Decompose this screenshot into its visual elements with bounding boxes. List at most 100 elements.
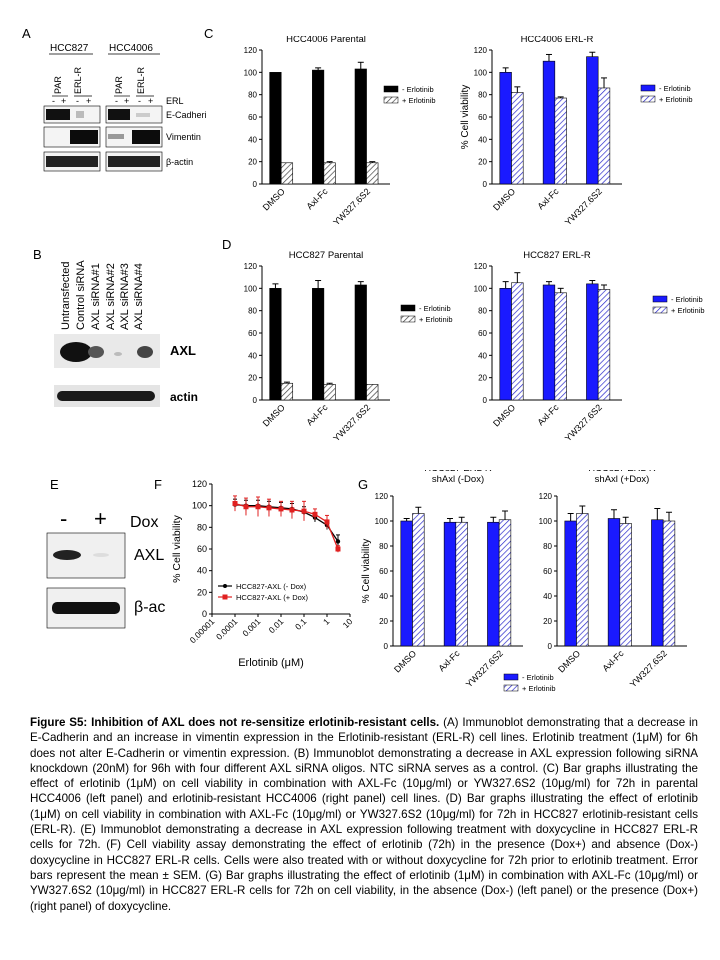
legend-marker [223, 584, 227, 588]
bar-yw327-6s2-erlotinib [366, 384, 379, 401]
legend-swatch-minus [640, 84, 656, 92]
lane-label: Untransfected [60, 262, 72, 330]
y-tick-label: 0 [202, 609, 207, 619]
panel-label-c: C [204, 26, 214, 41]
x-tick-label: 1 [321, 616, 332, 627]
cell-line-label-hcc4006: HCC4006 [109, 43, 153, 54]
data-point [243, 504, 249, 510]
bar-dmso-erlotinib [499, 72, 512, 185]
bar-axl-fc-erlotinib [619, 523, 632, 647]
legend-label: HCC827-AXL (+ Dox) [236, 593, 309, 602]
legend-label: + Erlotinib [419, 315, 453, 324]
dox-plus-sign: + [94, 506, 107, 531]
x-tick-label: YW327.6S2 [331, 402, 372, 443]
legend-bw: - Erlotinib + Erlotinib [400, 304, 453, 324]
bar-axl-fc-erlotinib [443, 521, 457, 647]
panel-label-d: D [222, 237, 232, 252]
y-tick-label: 20 [197, 587, 207, 597]
legend-marker [222, 594, 228, 600]
treatment-sign: - [115, 96, 118, 106]
bar-axl-fc-erlotinib [607, 518, 621, 647]
legend-label: - Erlotinib [671, 295, 703, 304]
panel-e-blot: - + Dox AXL β-ac [46, 506, 165, 629]
legend-swatch-minus [383, 85, 399, 93]
bar-axl-fc-erlotinib [455, 521, 468, 647]
y-tick-label: 100 [474, 68, 488, 77]
y-tick-label: 80 [248, 91, 257, 100]
treatment-sign: - [76, 96, 79, 106]
bar-dmso-erlotinib [576, 513, 589, 647]
x-tick-label: Axl-Fc [436, 648, 461, 673]
y-tick-label: 60 [197, 544, 207, 554]
line-hcc827-axl-dox [234, 502, 339, 550]
y-tick-label: 0 [253, 180, 258, 189]
bar-axl-fc-erlotinib [554, 97, 567, 185]
band-label-axl: AXL [134, 547, 164, 564]
y-tick-label: 0 [253, 396, 258, 405]
x-tick-label: YW327.6S2 [563, 402, 604, 443]
bar-yw327-6s2-erlotinib [354, 68, 367, 185]
legend-label: - Erlotinib [522, 673, 554, 682]
legend-label: HCC827-AXL (- Dox) [236, 582, 307, 591]
dox-label: Dox [130, 514, 158, 531]
bar-axl-fc-erlotinib [323, 162, 336, 185]
x-tick-label: 10 [341, 616, 355, 630]
y-axis-label: % Cell viability [171, 514, 183, 582]
bar-axl-fc-erlotinib [542, 60, 556, 185]
band-label-beta-actin: β-ac [134, 599, 165, 616]
data-point [232, 501, 238, 506]
y-tick-label: 120 [244, 46, 258, 55]
treatment-sign: + [61, 96, 66, 106]
bar-yw327-6s2-erlotinib [597, 289, 611, 401]
y-tick-label: 120 [474, 262, 488, 271]
chart-hcc827-parental: HCC827 Parental 0 20 40 60 80 100 120 DMSO Axl-Fc… [244, 250, 390, 443]
y-tick-label: 40 [478, 351, 487, 360]
y-tick-label: 100 [539, 517, 553, 526]
bar-axl-fc-erlotinib [554, 292, 567, 401]
legend-swatch-plus [383, 96, 399, 104]
y-axis-label: % Cell viability [361, 539, 372, 603]
treatment-sign: + [148, 96, 153, 106]
x-tick-label: DMSO [261, 186, 287, 212]
panel-label-b: B [33, 247, 42, 262]
treatment-sign: + [124, 96, 129, 106]
chart-hcc827-erl-r: HCC827 ERL-R 0 20 40 60 80 100 120 DMSO Axl-Fc YW3… [474, 250, 622, 443]
bar-dmso-erlotinib [511, 282, 524, 401]
legend-label: - Erlotinib [659, 84, 691, 93]
cell-line-label-hcc827: HCC827 [50, 43, 89, 54]
treatment-label: ERL [166, 96, 184, 106]
legend-label: + Erlotinib [659, 95, 693, 104]
bar-dmso-erlotinib [412, 513, 425, 647]
dox-minus-sign: - [60, 506, 67, 531]
y-tick-label: 40 [379, 592, 388, 601]
data-point [335, 546, 341, 552]
bar-dmso-erlotinib [400, 520, 413, 647]
y-tick-label: 100 [474, 284, 488, 293]
x-tick-label: Axl-Fc [600, 648, 625, 673]
data-point [266, 505, 272, 511]
bar-dmso-erlotinib [280, 382, 294, 401]
x-tick-label: YW327.6S2 [628, 648, 669, 689]
chart-shaxl-plus-dox: HCC827 ERL-RshAxl (+Dox)020406080100120D… [539, 470, 687, 689]
caption-title: Figure S5: Inhibition of AXL does not re… [30, 716, 440, 729]
x-tick-label: 0.001 [240, 616, 262, 638]
x-tick-label: 0.01 [267, 616, 286, 635]
y-tick-label: 120 [539, 492, 553, 501]
x-tick-label: DMSO [491, 186, 517, 212]
bar-yw327-6s2-erlotinib [354, 284, 367, 401]
legend-bw: - Erlotinib + Erlotinib [383, 85, 436, 105]
y-tick-label: 80 [478, 307, 487, 316]
x-tick-label: 0.00001 [188, 616, 217, 645]
panel-a-blot: HCC827 HCC4006 PAR ERL-R PAR ERL-R - + -… [43, 43, 206, 172]
bar-dmso-erlotinib [511, 92, 524, 185]
panel-label-e: E [50, 477, 59, 492]
chart-title: HCC827 ERL-R [588, 470, 656, 474]
chart-title: shAxl (-Dox) [432, 474, 484, 485]
y-tick-label: 100 [375, 517, 389, 526]
y-tick-label: 40 [543, 592, 552, 601]
y-tick-label: 20 [248, 158, 257, 167]
chart-hcc4006-erl-r: HCC4006 ERL-R 0 20 40 60 80 100 120 % Cell viabi… [460, 36, 622, 227]
bar-axl-fc-erlotinib [542, 284, 556, 401]
y-tick-label: 60 [379, 567, 388, 576]
y-tick-label: 100 [192, 501, 207, 511]
